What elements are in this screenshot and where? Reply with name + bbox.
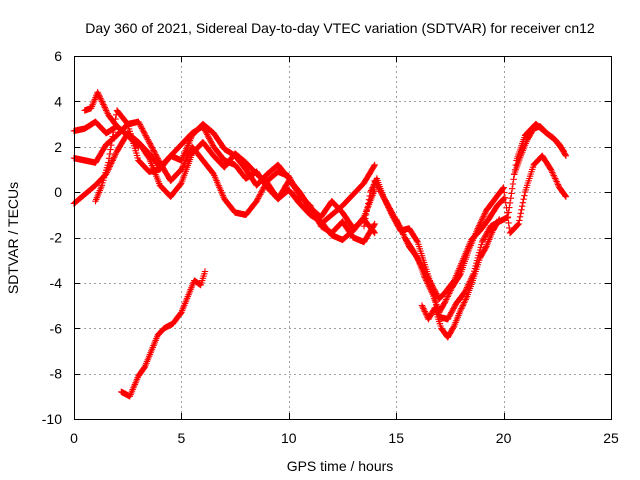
y-tick-label: 2	[54, 139, 62, 155]
series-points	[511, 123, 570, 178]
y-axis-label: SDTVAR / TECUs	[5, 182, 21, 294]
grid	[74, 56, 611, 419]
series-points	[418, 216, 503, 341]
ticks	[74, 56, 612, 420]
x-tick-label: 10	[281, 430, 297, 446]
series-points	[118, 268, 209, 400]
series-arc-11	[511, 123, 570, 178]
y-tick-label: -6	[50, 320, 63, 336]
series-arc-2	[70, 118, 378, 246]
x-tick-label: 15	[388, 430, 404, 446]
series-points	[393, 195, 507, 302]
y-tick-label: -4	[50, 275, 63, 291]
x-tick-label: 5	[178, 430, 186, 446]
x-tick-labels: 0 5 10 15 20 25	[70, 430, 619, 446]
series-arc-9	[393, 195, 507, 302]
x-tick-label: 25	[603, 430, 619, 446]
series-points	[92, 107, 378, 228]
series-points	[70, 118, 378, 246]
x-tick-label: 20	[496, 430, 512, 446]
series-arc-7	[360, 120, 567, 323]
x-tick-label: 0	[70, 430, 78, 446]
y-tick-label: 6	[54, 48, 62, 64]
series-arc-10	[418, 216, 503, 341]
y-tick-label: -10	[42, 411, 62, 427]
series-points	[360, 120, 567, 323]
chart-title: Day 360 of 2021, Sidereal Day-to-day VTE…	[85, 20, 595, 36]
y-tick-label: -2	[50, 230, 63, 246]
x-axis-label: GPS time / hours	[287, 458, 394, 474]
series-arc-6	[118, 268, 209, 400]
series-arc-4	[92, 107, 378, 228]
y-tick-labels: -10 -8 -6 -4 -2 0 2 4 6	[42, 48, 62, 427]
y-tick-label: 4	[54, 93, 62, 109]
y-tick-label: 0	[54, 184, 62, 200]
data-marks	[70, 89, 570, 400]
series-points	[81, 89, 142, 150]
series-arc-5	[81, 89, 142, 150]
y-tick-label: -8	[50, 366, 63, 382]
